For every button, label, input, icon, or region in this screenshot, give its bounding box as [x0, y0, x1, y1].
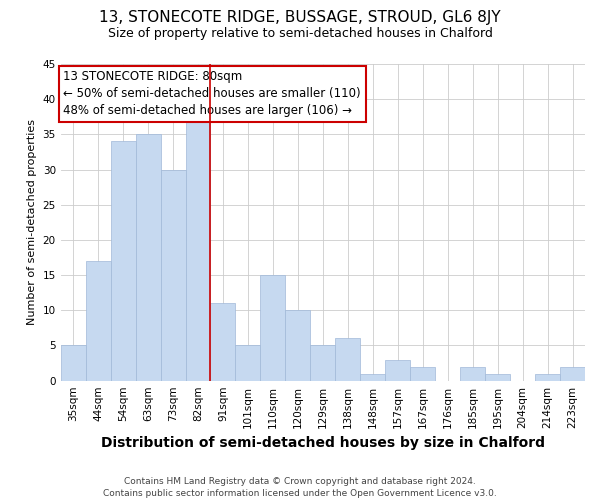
Bar [385, 360, 410, 380]
Bar [460, 366, 485, 380]
Bar [310, 346, 335, 380]
Text: Size of property relative to semi-detached houses in Chalford: Size of property relative to semi-detach… [107, 28, 493, 40]
Bar [185, 120, 211, 380]
Bar [235, 346, 260, 380]
Bar [485, 374, 510, 380]
Bar [110, 142, 136, 380]
Bar [335, 338, 360, 380]
Bar [286, 310, 310, 380]
Bar [535, 374, 560, 380]
X-axis label: Distribution of semi-detached houses by size in Chalford: Distribution of semi-detached houses by … [101, 436, 545, 450]
Bar [260, 275, 286, 380]
Bar [410, 366, 435, 380]
Text: Contains HM Land Registry data © Crown copyright and database right 2024.
Contai: Contains HM Land Registry data © Crown c… [103, 476, 497, 498]
Text: 13 STONECOTE RIDGE: 80sqm
← 50% of semi-detached houses are smaller (110)
48% of: 13 STONECOTE RIDGE: 80sqm ← 50% of semi-… [63, 70, 361, 118]
Bar [61, 346, 86, 380]
Y-axis label: Number of semi-detached properties: Number of semi-detached properties [27, 120, 37, 326]
Bar [360, 374, 385, 380]
Bar [86, 261, 110, 380]
Bar [560, 366, 585, 380]
Text: 13, STONECOTE RIDGE, BUSSAGE, STROUD, GL6 8JY: 13, STONECOTE RIDGE, BUSSAGE, STROUD, GL… [99, 10, 501, 25]
Bar [211, 304, 235, 380]
Bar [161, 170, 185, 380]
Bar [136, 134, 161, 380]
